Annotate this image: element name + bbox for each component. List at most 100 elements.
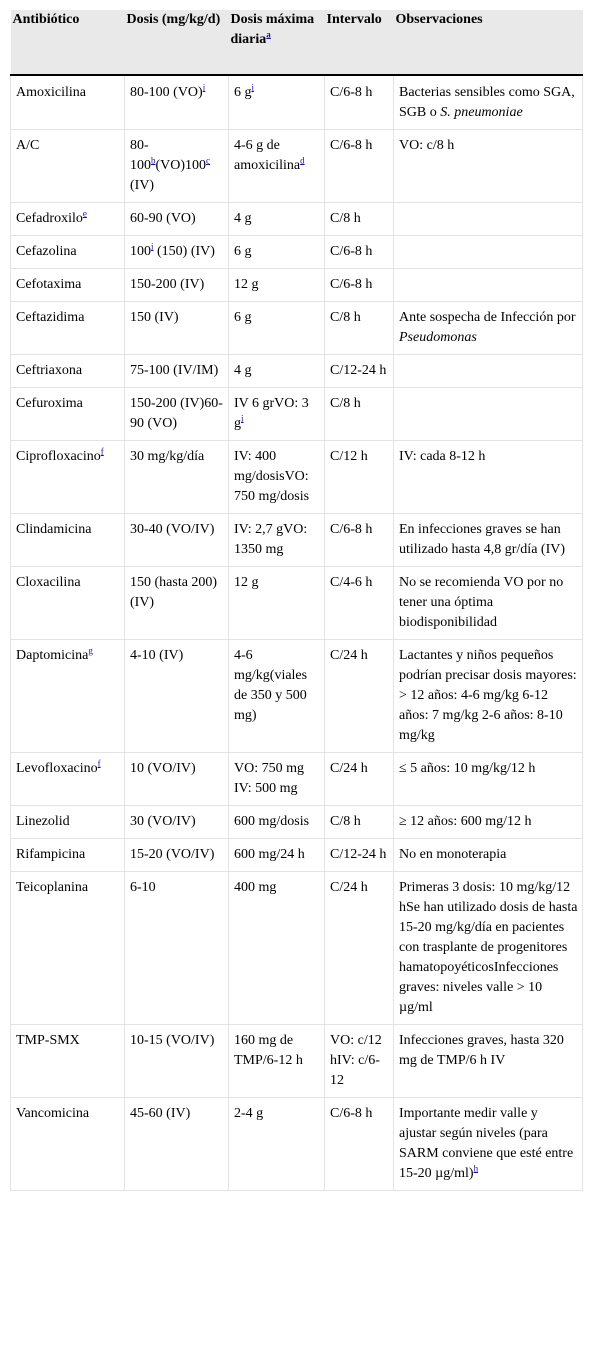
cell-dose: 150 (IV) bbox=[124, 301, 229, 355]
cell-dose: 30 (VO/IV) bbox=[124, 805, 229, 839]
table-row: Cefazolina 100i (150) (IV) 6 g C/6-8 h bbox=[10, 235, 583, 269]
cell-dose: 150 (hasta 200) (IV) bbox=[124, 566, 229, 640]
table-row: Cloxacilina 150 (hasta 200) (IV) 12 g C/4-6… bbox=[10, 566, 583, 640]
table-row: Ceftazidima 150 (IV) 6 g C/8 h Ante sospecha… bbox=[10, 301, 583, 355]
cell-interval: C/8 h bbox=[324, 387, 394, 441]
cell-text: TMP-SMX bbox=[16, 1033, 80, 1048]
cell-text: Lactantes y niños pequeños podrían preci… bbox=[399, 648, 577, 743]
cell-dose: 75-100 (IV/IM) bbox=[124, 354, 229, 388]
footnote-link[interactable]: f bbox=[97, 758, 101, 769]
cell-text: 600 mg/24 h bbox=[234, 847, 305, 862]
footnote-link[interactable]: c bbox=[206, 155, 211, 166]
cell-max-daily-dose: 600 mg/dosis bbox=[228, 805, 325, 839]
cell-text: A/C bbox=[16, 138, 40, 153]
cell-max-daily-dose: IV: 2,7 gVO: 1350 mg bbox=[228, 513, 325, 567]
cell-interval: C/24 h bbox=[324, 871, 394, 1025]
cell-observations: Lactantes y niños pequeños podrían preci… bbox=[393, 639, 583, 753]
cell-interval: C/6-8 h bbox=[324, 513, 394, 567]
cell-dose: 80-100b(VO)100c (IV) bbox=[124, 129, 229, 203]
cell-text: 12 g bbox=[234, 277, 259, 292]
cell-max-daily-dose: 160 mg de TMP/6-12 h bbox=[228, 1024, 325, 1098]
cell-text: 10-15 (VO/IV) bbox=[130, 1033, 215, 1048]
cell-interval: VO: c/12 hIV: c/6-12 bbox=[324, 1024, 394, 1098]
cell-antibiotic: Levofloxacinof bbox=[10, 752, 125, 806]
cell-text: (IV) bbox=[130, 178, 155, 193]
footnote-link[interactable]: f bbox=[100, 446, 104, 457]
cell-text: IV: 2,7 gVO: 1350 mg bbox=[234, 522, 308, 557]
cell-max-daily-dose: IV 6 grVO: 3 gi bbox=[228, 387, 325, 441]
cell-text: Clindamicina bbox=[16, 522, 92, 537]
footnote-link[interactable]: h bbox=[473, 1163, 479, 1174]
cell-observations: Primeras 3 dosis: 10 mg/kg/12 hSe han ut… bbox=[393, 871, 583, 1025]
cell-text: 30 (VO/IV) bbox=[130, 814, 196, 829]
cell-text: 150-200 (IV)60-90 (VO) bbox=[130, 396, 223, 431]
cell-text: IV: 400 mg/dosisVO: 750 mg/dosis bbox=[234, 449, 310, 504]
footnote-link[interactable]: b bbox=[151, 155, 156, 166]
cell-max-daily-dose: 400 mg bbox=[228, 871, 325, 1025]
cell-text: C/8 h bbox=[330, 814, 361, 829]
cell-text: C/24 h bbox=[330, 648, 368, 663]
cell-observations: En infecciones graves se han utilizado h… bbox=[393, 513, 583, 567]
cell-antibiotic: Linezolid bbox=[10, 805, 125, 839]
cell-text: Importante medir valle y ajustar según n… bbox=[399, 1106, 574, 1181]
footnote-link[interactable]: a bbox=[266, 29, 271, 40]
table-row: Vancomicina 45-60 (IV) 2-4 g C/6-8 h Importa… bbox=[10, 1097, 583, 1191]
cell-interval: C/8 h bbox=[324, 301, 394, 355]
cell-max-daily-dose: 6 gi bbox=[228, 74, 325, 130]
cell-observations: Bacterias sensibles como SGA, SGB o S. p… bbox=[393, 74, 583, 130]
cell-observations: Importante medir valle y ajustar según n… bbox=[393, 1097, 583, 1191]
table-row: Daptomicinag 4-10 (IV) 4-6 mg/kg(viales de… bbox=[10, 639, 583, 753]
header-antibiotic: Antibiótico bbox=[10, 10, 125, 76]
cell-dose: 4-10 (IV) bbox=[124, 639, 229, 753]
cell-text: 160 mg de TMP/6-12 h bbox=[234, 1033, 303, 1068]
cell-text: 12 g bbox=[234, 575, 259, 590]
cell-interval: C/12-24 h bbox=[324, 838, 394, 872]
footnote-link[interactable]: g bbox=[88, 645, 93, 656]
cell-text: C/24 h bbox=[330, 761, 368, 776]
footnote-link[interactable]: d bbox=[300, 155, 305, 166]
header-label: Antibiótico bbox=[12, 12, 80, 27]
cell-interval: C/24 h bbox=[324, 639, 394, 753]
footnote-link[interactable]: i bbox=[151, 241, 154, 252]
cell-text: 15-20 (VO/IV) bbox=[130, 847, 215, 862]
cell-dose: 6-10 bbox=[124, 871, 229, 1025]
cell-interval: C/12 h bbox=[324, 440, 394, 514]
cell-text: Daptomicina bbox=[16, 648, 89, 663]
header-observations: Observaciones bbox=[393, 10, 583, 76]
footnote-link[interactable]: e bbox=[82, 208, 87, 219]
footnote-link[interactable]: i bbox=[251, 82, 255, 93]
cell-text: Cefadroxilo bbox=[16, 211, 83, 226]
cell-text: 10 (VO/IV) bbox=[130, 761, 196, 776]
cell-max-daily-dose: IV: 400 mg/dosisVO: 750 mg/dosis bbox=[228, 440, 325, 514]
cell-max-daily-dose: 4-6 mg/kg(viales de 350 y 500 mg) bbox=[228, 639, 325, 753]
cell-antibiotic: Rifampicina bbox=[10, 838, 125, 872]
cell-dose: 100i (150) (IV) bbox=[124, 235, 229, 269]
cell-text: 4-10 (IV) bbox=[130, 648, 184, 663]
cell-interval: C/8 h bbox=[324, 202, 394, 236]
cell-text: (VO)100 bbox=[155, 158, 207, 173]
cell-observations bbox=[393, 235, 583, 269]
cell-text: 150 (hasta 200) (IV) bbox=[130, 575, 218, 610]
cell-antibiotic: Ciprofloxacinof bbox=[10, 440, 125, 514]
cell-text: En infecciones graves se han utilizado h… bbox=[399, 522, 566, 557]
footnote-link[interactable]: i bbox=[202, 82, 206, 93]
cell-text: VO: c/8 h bbox=[399, 138, 455, 153]
footnote-link[interactable]: i bbox=[241, 413, 244, 424]
cell-text: Ceftriaxona bbox=[16, 363, 83, 378]
cell-text: 6 g bbox=[234, 310, 252, 325]
cell-text: 150 (IV) bbox=[130, 310, 179, 325]
cell-antibiotic: Cloxacilina bbox=[10, 566, 125, 640]
table-row: Levofloxacinof 10 (VO/IV) VO: 750 mg IV: 5… bbox=[10, 752, 583, 806]
cell-text: Cefuroxima bbox=[16, 396, 83, 411]
cell-observations: ≥ 12 años: 600 mg/12 h bbox=[393, 805, 583, 839]
cell-text: C/6-8 h bbox=[330, 1106, 373, 1121]
cell-text: 400 mg bbox=[234, 880, 277, 895]
cell-text: 80-100 bbox=[130, 138, 151, 173]
header-row: Antibiótico Dosis (mg/kg/d) Dosis máxima… bbox=[10, 10, 583, 76]
cell-antibiotic: Daptomicinag bbox=[10, 639, 125, 753]
cell-dose: 45-60 (IV) bbox=[124, 1097, 229, 1191]
cell-text: C/12 h bbox=[330, 449, 368, 464]
cell-text: 80-100 (VO) bbox=[130, 85, 203, 100]
cell-text: 150-200 (IV) bbox=[130, 277, 205, 292]
cell-text: 600 mg/dosis bbox=[234, 814, 310, 829]
